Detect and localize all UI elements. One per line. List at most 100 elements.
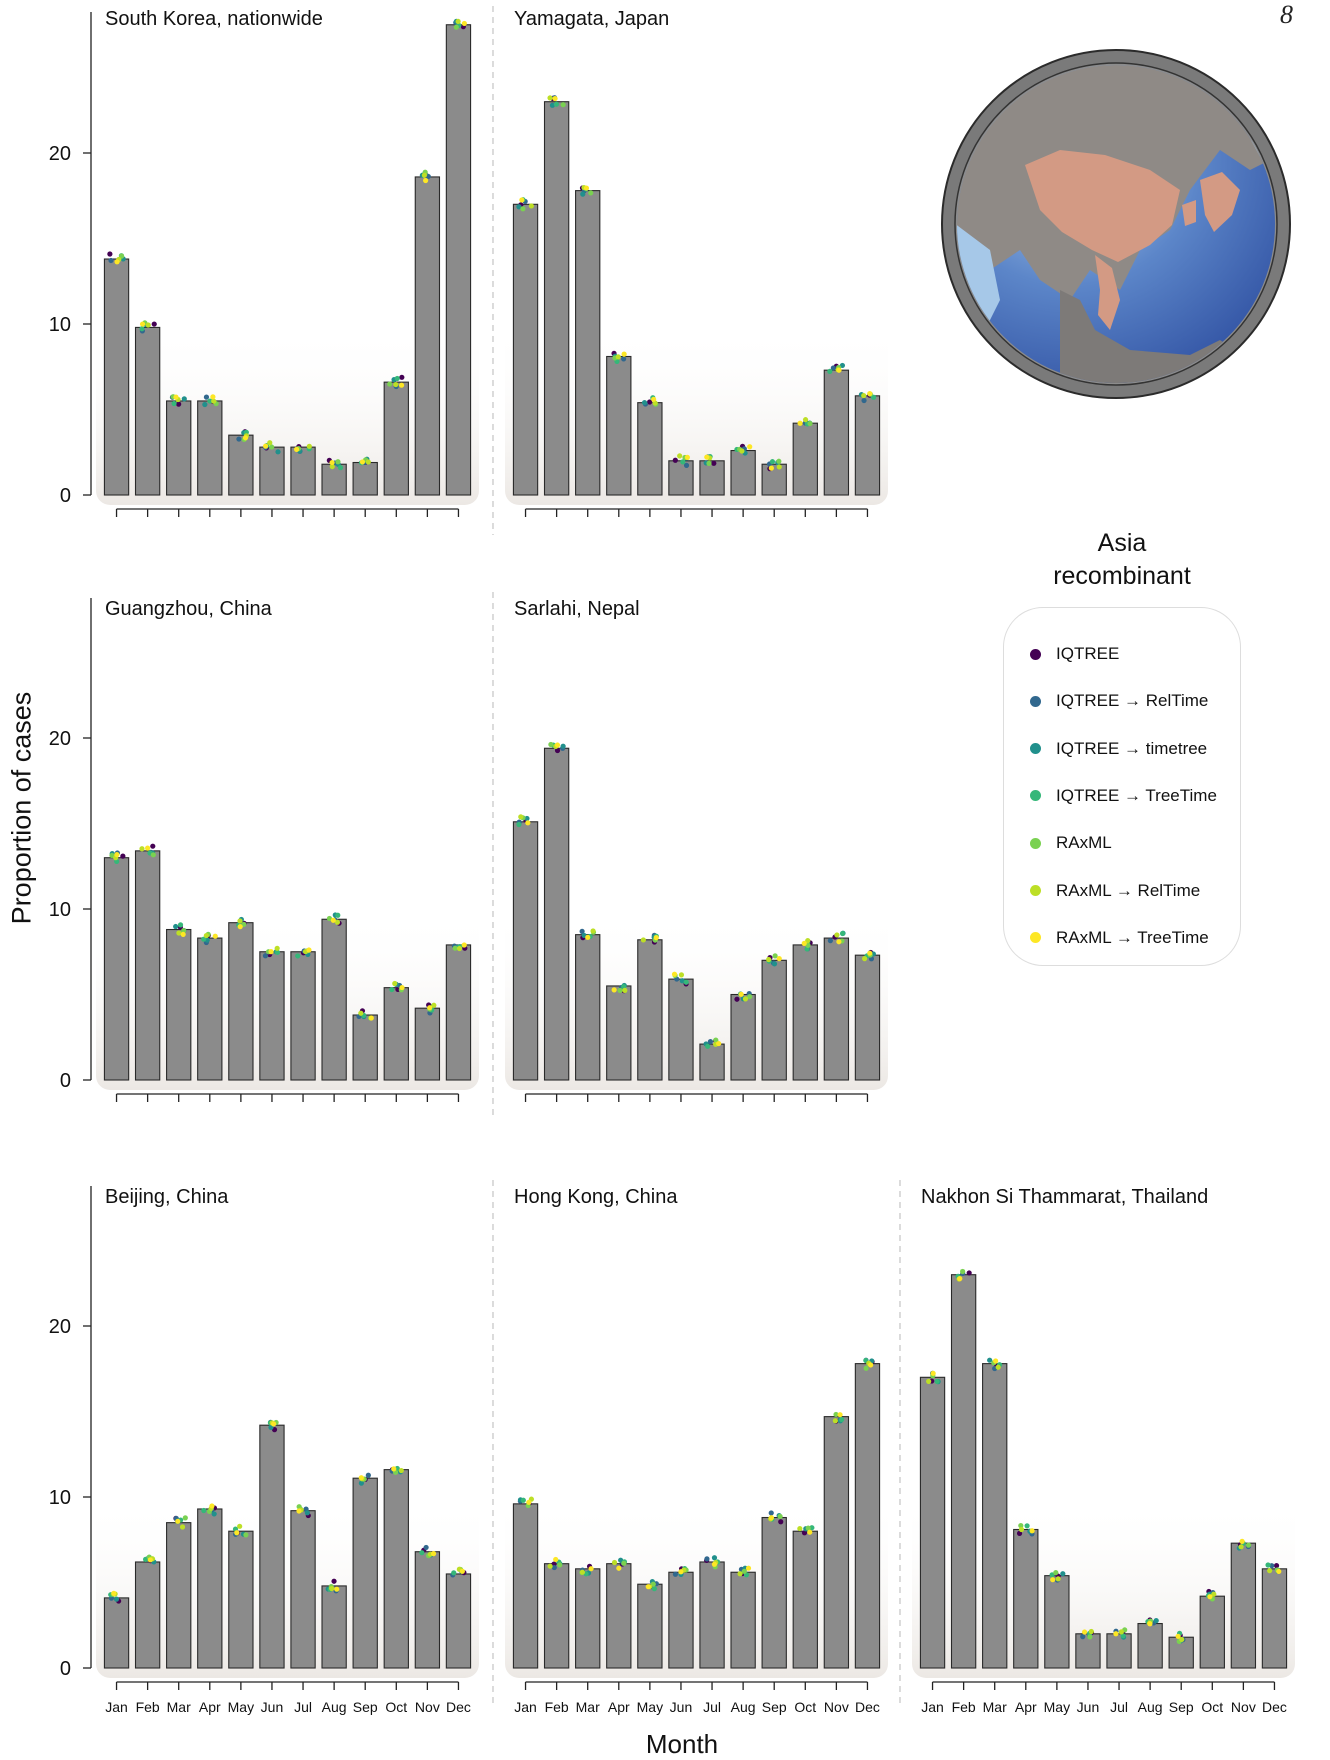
method-point: [274, 949, 281, 955]
bar: [982, 1363, 1008, 1669]
panel-background: [505, 1497, 888, 1678]
method-point: [580, 191, 586, 197]
method-point: [585, 934, 591, 940]
panel: Hong Kong, China Jan Feb Mar Apr May Jun Jul Aug…: [505, 1186, 888, 1715]
method-point: [645, 1584, 651, 1590]
legend-item: IQTREE → TreeTime: [1030, 784, 1217, 808]
method-point: [453, 24, 459, 30]
method-point: [175, 1518, 181, 1524]
method-point: [329, 463, 335, 470]
method-point: [737, 1571, 743, 1577]
bar: [166, 928, 192, 1081]
bar: [166, 1522, 192, 1669]
bar: [290, 951, 316, 1081]
method-point: [839, 1416, 845, 1423]
method-point: [365, 1472, 371, 1478]
method-point: [1175, 1633, 1181, 1639]
method-point: [684, 454, 690, 460]
bar: [575, 1568, 601, 1669]
bar: [259, 1424, 285, 1669]
method-point: [834, 932, 840, 938]
bar: [823, 937, 850, 1081]
bar: [575, 190, 601, 496]
method-point: [622, 987, 628, 993]
method-point: [296, 1508, 302, 1514]
bar: [730, 1571, 756, 1669]
bar: [383, 1469, 409, 1669]
x-tick-label: Jul: [294, 1699, 312, 1715]
method-point: [520, 1497, 526, 1503]
method-point: [120, 853, 126, 859]
method-point: [269, 444, 275, 450]
method-point: [139, 321, 146, 327]
panel: Yamagata, Japan: [505, 8, 888, 517]
method-point: [966, 1270, 972, 1276]
method-point: [836, 367, 842, 373]
bar: [1013, 1528, 1039, 1669]
method-point: [107, 251, 113, 257]
method-point: [451, 1570, 457, 1576]
method-point: [837, 1412, 843, 1418]
method-point: [237, 924, 243, 930]
method-point: [867, 391, 873, 397]
x-tick-label: May: [228, 1699, 254, 1715]
method-point: [176, 930, 182, 936]
panel-background: [912, 1497, 1295, 1678]
bar: [414, 1551, 441, 1669]
method-point: [827, 368, 833, 374]
bar: [197, 1508, 223, 1669]
method-point: [430, 1551, 437, 1557]
bar: [950, 1274, 977, 1669]
panel-background: [96, 909, 479, 1090]
method-point: [421, 172, 428, 178]
method-point: [552, 95, 558, 102]
bar: [730, 993, 756, 1081]
method-point: [704, 454, 710, 460]
x-tick-label: Jul: [703, 1699, 721, 1715]
bar: [543, 101, 570, 496]
bar: [543, 747, 570, 1081]
method-point: [459, 1568, 465, 1574]
method-point: [151, 321, 157, 327]
method-point: [713, 1037, 719, 1043]
method-point: [777, 1513, 783, 1520]
method-point: [705, 1043, 711, 1049]
method-point: [560, 102, 566, 108]
x-tick-label: Sep: [353, 1699, 378, 1715]
bar: [761, 959, 787, 1081]
bar: [606, 1563, 632, 1669]
x-tick-label: Aug: [1138, 1699, 1163, 1715]
method-point: [683, 462, 690, 468]
method-point: [1080, 1634, 1086, 1640]
bar: [823, 1416, 850, 1669]
method-point: [807, 1529, 813, 1535]
method-point: [554, 742, 561, 748]
bar: [1261, 1568, 1288, 1669]
asia-globe-icon: [941, 49, 1291, 399]
bar: [197, 400, 223, 496]
method-point: [615, 354, 621, 360]
method-point: [745, 1565, 752, 1571]
method-point: [326, 915, 333, 922]
method-point: [711, 1555, 718, 1561]
method-point: [399, 984, 405, 991]
bar: [792, 422, 818, 496]
method-point: [516, 821, 522, 828]
x-tick-label: Dec: [446, 1699, 471, 1715]
method-point: [747, 994, 753, 1000]
x-tick-label: Nov: [415, 1699, 440, 1715]
method-point: [742, 996, 749, 1002]
method-point: [173, 923, 179, 930]
bar: [228, 1530, 254, 1669]
x-tick-label: May: [1044, 1699, 1070, 1715]
method-point: [868, 1362, 874, 1368]
method-point: [236, 436, 242, 442]
method-point: [423, 1544, 429, 1551]
method-point: [1153, 1618, 1159, 1624]
x-tick-label: Mar: [576, 1699, 600, 1715]
method-point: [672, 1571, 679, 1577]
method-point: [419, 1550, 425, 1556]
method-point: [389, 986, 395, 993]
bar: [823, 369, 850, 496]
method-point: [113, 1596, 120, 1602]
